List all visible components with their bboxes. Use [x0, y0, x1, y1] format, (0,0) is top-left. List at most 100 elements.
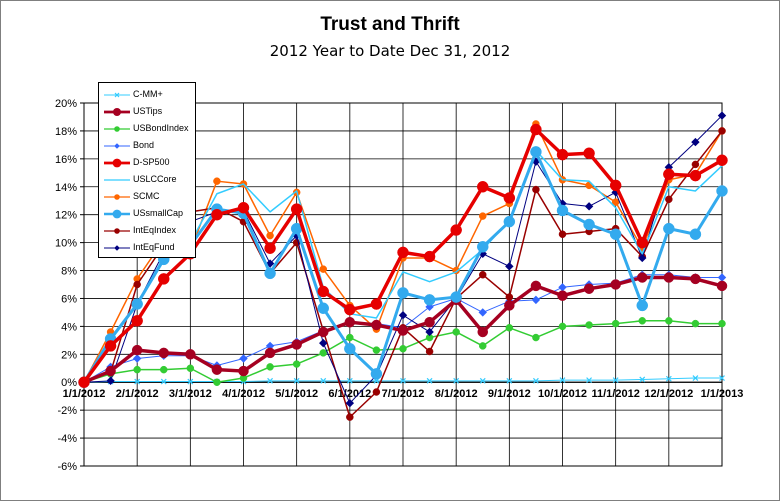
point-d-sp500	[530, 123, 542, 136]
y-tick-label: -4%	[57, 433, 77, 445]
legend-swatch	[104, 245, 130, 251]
point-ussmallcap	[131, 298, 143, 310]
point-usbondindex	[160, 365, 168, 374]
point-d-sp500	[317, 285, 329, 298]
point-d-sp500	[689, 169, 702, 182]
point-d-sp500	[716, 154, 728, 166]
y-tick-label: 2%	[61, 349, 77, 361]
legend-item: IntEqFund	[99, 240, 195, 256]
y-tick-label: 16%	[55, 154, 77, 166]
point-c-mm	[267, 377, 274, 384]
point-c-mm	[187, 378, 194, 385]
legend-swatch	[104, 92, 130, 98]
point-inteqfund	[584, 202, 594, 211]
point-c-mm	[506, 377, 513, 384]
legend-item: IntEqIndex	[99, 223, 195, 239]
point-c-mm	[400, 377, 406, 384]
legend-label: USTips	[133, 106, 163, 116]
point-c-mm	[479, 377, 486, 384]
x-tick-label: 8/1/2012	[435, 388, 478, 400]
point-ussmallcap	[264, 267, 276, 280]
point-ustips	[663, 272, 675, 283]
point-usbondindex	[372, 346, 381, 354]
point-usbondindex	[665, 317, 673, 325]
point-bond	[531, 295, 541, 305]
point-usbondindex	[399, 344, 407, 353]
point-ustips	[610, 279, 621, 290]
point-ussmallcap	[583, 218, 595, 231]
point-usbondindex	[718, 319, 726, 328]
point-d-sp500	[636, 236, 648, 249]
x-tick-label: 12/1/2012	[644, 388, 693, 400]
legend-swatch	[104, 108, 130, 116]
point-inteqindex	[665, 195, 673, 204]
x-tick-label: 2/1/2012	[116, 388, 159, 400]
point-scmc	[479, 212, 487, 220]
point-inteqfund	[717, 111, 727, 120]
y-tick-label: 4%	[61, 321, 77, 333]
point-usbondindex	[213, 378, 221, 386]
point-usbondindex	[133, 365, 141, 374]
point-ussmallcap	[530, 146, 542, 158]
point-c-mm	[426, 377, 433, 384]
point-inteqindex	[479, 270, 487, 279]
legend-label: USsmallCap	[133, 208, 184, 218]
point-usbondindex	[319, 349, 327, 357]
legend-item: USLCCore	[99, 172, 195, 188]
point-ustips	[318, 326, 329, 338]
point-c-mm	[639, 376, 646, 383]
y-tick-label: 18%	[55, 126, 77, 138]
point-usbondindex	[292, 360, 301, 368]
legend-swatch	[104, 194, 130, 200]
point-d-sp500	[264, 242, 276, 254]
point-ustips	[158, 347, 169, 359]
point-inteqindex	[532, 185, 540, 194]
point-ustips	[264, 347, 276, 359]
point-bond	[239, 354, 248, 363]
point-ustips	[397, 325, 409, 336]
legend-swatch	[104, 143, 130, 149]
legend-label: IntEqIndex	[133, 225, 177, 235]
legend-label: SCMC	[133, 191, 160, 201]
point-ussmallcap	[370, 368, 383, 380]
point-d-sp500	[370, 298, 383, 310]
point-ustips	[211, 364, 223, 375]
point-d-sp500	[477, 181, 489, 193]
point-d-sp500	[290, 203, 303, 215]
x-tick-label: 10/1/2012	[538, 388, 587, 400]
point-c-mm	[612, 377, 619, 384]
point-d-sp500	[503, 192, 516, 204]
point-ustips	[238, 365, 249, 377]
point-ustips	[291, 339, 302, 350]
point-c-mm	[532, 377, 539, 384]
point-c-mm	[453, 377, 460, 384]
point-inteqindex	[372, 388, 381, 396]
point-ussmallcap	[344, 342, 356, 355]
point-ustips	[530, 280, 542, 292]
point-inteqindex	[425, 347, 434, 356]
chart-subtitle: 2012 Year to Date Dec 31, 2012	[269, 42, 511, 60]
point-d-sp500	[344, 303, 356, 316]
point-ussmallcap	[609, 228, 622, 240]
point-usbondindex	[611, 319, 620, 328]
point-ustips	[477, 326, 488, 338]
x-tick-label: 5/1/2012	[275, 388, 318, 400]
legend-swatch	[104, 126, 130, 132]
point-scmc	[319, 265, 327, 273]
legend-item: USTips	[99, 104, 195, 120]
point-d-sp500	[131, 315, 143, 327]
point-inteqfund	[106, 376, 115, 386]
point-usbondindex	[505, 324, 514, 332]
chart-legend: C-MM+ USTips USBondIndex Bond D-SP500 USLCCor…	[98, 82, 196, 258]
point-scmc	[266, 231, 274, 240]
point-ussmallcap	[689, 228, 702, 240]
point-d-sp500	[423, 250, 436, 263]
point-ussmallcap	[397, 287, 409, 299]
chart-title: Trust and Thrift	[320, 14, 460, 35]
y-tick-label: 10%	[55, 238, 77, 250]
point-inteqfund	[345, 398, 355, 408]
x-tick-label: 6/1/2012	[328, 388, 371, 400]
point-usbondindex	[479, 342, 487, 350]
point-ussmallcap	[450, 291, 462, 303]
point-inteqfund	[319, 338, 328, 348]
